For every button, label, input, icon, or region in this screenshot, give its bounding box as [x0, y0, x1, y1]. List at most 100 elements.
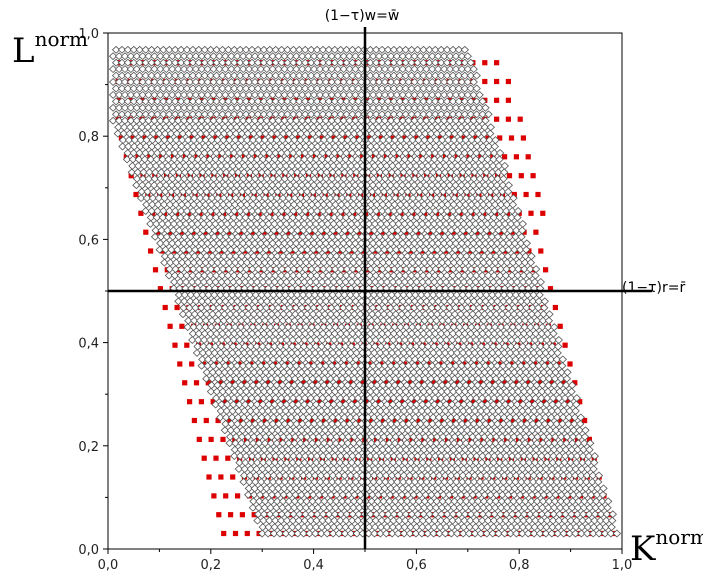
diamond-point [317, 465, 326, 473]
diamond-point [443, 503, 453, 512]
diamond-point [607, 523, 616, 532]
diamond-point [404, 484, 413, 493]
diamond-point [476, 348, 485, 357]
diamond-point [575, 484, 585, 493]
diamond-point [277, 452, 286, 461]
diamond-point [554, 400, 563, 409]
diamond-point [346, 471, 355, 480]
diamond-point [202, 368, 212, 377]
diamond-point [295, 510, 304, 519]
diamond-point [399, 471, 408, 480]
diamond-point [306, 516, 315, 525]
diamond-point [330, 510, 340, 519]
diamond-point [503, 439, 512, 448]
diamond-point [401, 516, 410, 525]
red-square-point [411, 399, 417, 405]
diamond-point [566, 516, 575, 525]
diamond-point [280, 477, 290, 486]
diamond-point [352, 348, 361, 357]
diamond-point [439, 484, 449, 493]
diamond-point [579, 510, 588, 519]
diamond-point [492, 426, 501, 435]
diamond-point [537, 394, 546, 403]
diamond-point [390, 445, 399, 454]
diamond-point [612, 529, 622, 538]
diamond-point [374, 490, 383, 499]
diamond-point [226, 426, 235, 435]
diamond-point [328, 348, 338, 357]
diamond-point [525, 458, 534, 467]
diamond-point [523, 413, 532, 422]
diamond-point [535, 529, 545, 538]
diamond-point [257, 413, 266, 422]
diamond-point [558, 477, 567, 486]
diamond-point [311, 465, 320, 473]
diamond-point [547, 529, 556, 538]
diamond-point [392, 484, 401, 493]
diamond-point [435, 348, 444, 357]
diamond-point [489, 458, 498, 467]
diamond-point [326, 368, 336, 377]
red-square-point [324, 380, 330, 386]
diamond-point [324, 452, 333, 461]
diamond-point [349, 381, 358, 390]
diamond-point [405, 407, 415, 415]
diamond-point [511, 355, 520, 364]
diamond-point [343, 439, 352, 448]
diamond-point [417, 471, 426, 480]
diamond-point [463, 361, 472, 370]
diamond-point [542, 400, 551, 409]
diamond-point [493, 477, 502, 486]
diamond-point [280, 484, 289, 493]
diamond-point [477, 465, 486, 473]
diamond-point [424, 400, 433, 409]
diamond-point [448, 394, 457, 403]
diamond-point [304, 413, 314, 422]
diamond-point [576, 419, 585, 428]
diamond-point [555, 452, 564, 461]
diamond-point [561, 387, 570, 396]
diamond-point [590, 516, 599, 525]
diamond-point [565, 471, 574, 480]
diamond-point [529, 529, 539, 538]
diamond-point [451, 426, 460, 435]
diamond-point [504, 187, 513, 196]
diamond-point [407, 394, 416, 403]
diamond-point [382, 400, 392, 409]
diamond-point [542, 465, 551, 473]
red-square-point [447, 399, 453, 405]
diamond-point [314, 497, 323, 506]
diamond-point [272, 439, 282, 448]
diamond-point [289, 445, 299, 454]
diamond-point [487, 419, 496, 428]
diamond-point [251, 348, 261, 357]
diamond-point [576, 471, 586, 480]
diamond-point [331, 439, 341, 448]
diamond-point [408, 439, 417, 448]
diamond-point [366, 452, 375, 461]
diamond-point [415, 432, 424, 441]
diamond-point [584, 452, 594, 461]
red-square-point [148, 248, 154, 254]
diamond-point [253, 452, 263, 461]
diamond-point [470, 529, 480, 538]
red-square-point [511, 191, 517, 198]
diamond-point [506, 465, 515, 473]
red-square-point [225, 455, 231, 461]
diamond-point [401, 452, 410, 461]
diamond-point [485, 374, 495, 383]
diamond-point [266, 503, 275, 512]
diamond-point [572, 452, 582, 461]
diamond-point [327, 419, 337, 428]
red-square-point [418, 380, 424, 386]
diamond-point [375, 471, 385, 480]
diamond-point [290, 439, 299, 448]
diamond-point [404, 426, 413, 435]
diamond-point [601, 523, 610, 532]
diamond-point [355, 439, 364, 448]
diamond-point [367, 374, 376, 383]
diamond-point [380, 368, 389, 377]
diamond-point [314, 374, 323, 383]
red-square-point [543, 267, 549, 273]
diamond-point [371, 452, 381, 461]
